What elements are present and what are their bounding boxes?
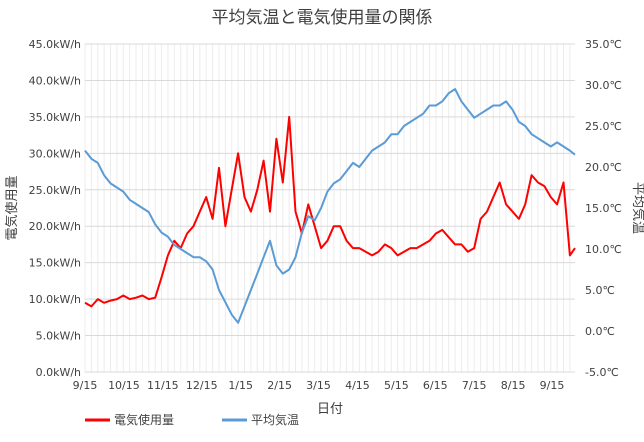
x-tick-label: 9/15 [73, 379, 98, 392]
x-tick-label: 10/15 [108, 379, 140, 392]
x-tick-label: 8/15 [501, 379, 526, 392]
right-tick-label: 25.0℃ [585, 120, 622, 133]
left-tick-label: 5.0kW/h [36, 330, 81, 343]
right-axis-ticks: -5.0℃ 0.0℃ 5.0℃ 10.0℃ 15.0℃ 20.0℃ 25.0℃ 30.0℃ 35… [585, 38, 622, 379]
series-line-temperature [84, 88, 576, 324]
right-tick-label: 20.0℃ [585, 161, 622, 174]
x-tick-label: 3/15 [306, 379, 331, 392]
legend-label-electricity: 電気使用量 [114, 412, 174, 427]
left-tick-label: 10.0kW/h [29, 293, 81, 306]
x-tick-label: 11/15 [147, 379, 179, 392]
x-axis-ticks: 9/15 10/15 11/15 12/15 1/15 2/15 3/15 4/15 5/15 6… [73, 379, 565, 392]
series-layer [84, 88, 576, 324]
x-tick-label: 2/15 [267, 379, 292, 392]
left-tick-label: 20.0kW/h [29, 220, 81, 233]
left-tick-label: 15.0kW/h [29, 257, 81, 270]
left-tick-label: 25.0kW/h [29, 184, 81, 197]
right-tick-label: 15.0℃ [585, 202, 622, 215]
x-tick-label: 1/15 [228, 379, 253, 392]
left-axis-ticks: 0.0kW/h 5.0kW/h 10.0kW/h 15.0kW/h 20.0kW/h 25… [29, 38, 81, 379]
x-axis-title: 日付 [317, 402, 343, 417]
x-tick-label: 9/15 [540, 379, 565, 392]
x-tick-label: 5/15 [384, 379, 409, 392]
left-tick-label: 30.0kW/h [29, 147, 81, 160]
right-tick-label: 0.0℃ [585, 325, 615, 338]
grid-lines [84, 43, 575, 373]
left-tick-label: 40.0kW/h [29, 74, 81, 87]
right-tick-label: 10.0℃ [585, 243, 622, 256]
left-tick-label: 35.0kW/h [29, 111, 81, 124]
x-tick-label: 4/15 [345, 379, 370, 392]
left-axis-title: 電気使用量 [4, 175, 20, 240]
chart-title: 平均気温と電気使用量の関係 [212, 7, 433, 28]
right-tick-label: 30.0℃ [585, 79, 622, 92]
legend-label-temperature: 平均気温 [251, 412, 299, 427]
left-tick-label: 0.0kW/h [36, 366, 81, 379]
left-tick-label: 45.0kW/h [29, 38, 81, 51]
x-tick-label: 6/15 [423, 379, 448, 392]
right-axis-title: 平均気温 [630, 182, 644, 234]
series-line-electricity [84, 115, 576, 308]
right-tick-label: 35.0℃ [585, 38, 622, 51]
x-tick-label: 12/15 [186, 379, 218, 392]
legend: 電気使用量 平均気温 [85, 412, 299, 427]
right-tick-label: -5.0℃ [585, 366, 619, 379]
x-tick-label: 7/15 [462, 379, 487, 392]
right-tick-label: 5.0℃ [585, 284, 615, 297]
